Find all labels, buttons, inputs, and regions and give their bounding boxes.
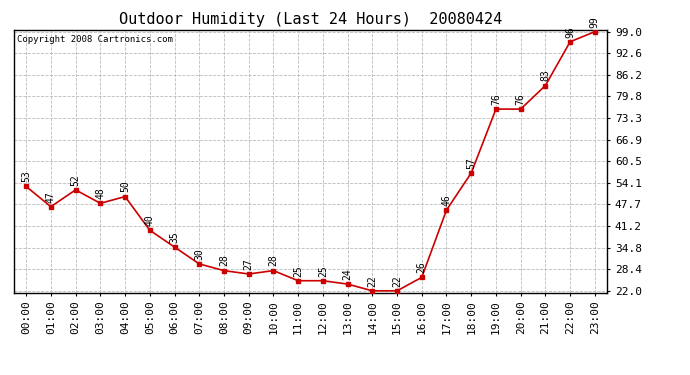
- Text: 57: 57: [466, 157, 476, 169]
- Text: 46: 46: [442, 194, 451, 206]
- Text: 25: 25: [318, 265, 328, 276]
- Text: 40: 40: [145, 214, 155, 226]
- Text: 83: 83: [540, 70, 551, 81]
- Text: 24: 24: [343, 268, 353, 280]
- Text: Copyright 2008 Cartronics.com: Copyright 2008 Cartronics.com: [17, 35, 172, 44]
- Text: 35: 35: [170, 231, 179, 243]
- Text: 22: 22: [392, 275, 402, 286]
- Text: 28: 28: [219, 255, 229, 267]
- Text: 52: 52: [70, 174, 81, 186]
- Text: 28: 28: [268, 255, 278, 267]
- Title: Outdoor Humidity (Last 24 Hours)  20080424: Outdoor Humidity (Last 24 Hours) 2008042…: [119, 12, 502, 27]
- Text: 25: 25: [293, 265, 303, 276]
- Text: 30: 30: [195, 248, 204, 260]
- Text: 76: 76: [515, 93, 526, 105]
- Text: 96: 96: [565, 26, 575, 38]
- Text: 99: 99: [590, 16, 600, 27]
- Text: 26: 26: [417, 261, 426, 273]
- Text: 27: 27: [244, 258, 254, 270]
- Text: 22: 22: [367, 275, 377, 286]
- Text: 76: 76: [491, 93, 501, 105]
- Text: 50: 50: [120, 181, 130, 192]
- Text: 48: 48: [95, 188, 106, 199]
- Text: 47: 47: [46, 191, 56, 202]
- Text: 53: 53: [21, 171, 31, 182]
